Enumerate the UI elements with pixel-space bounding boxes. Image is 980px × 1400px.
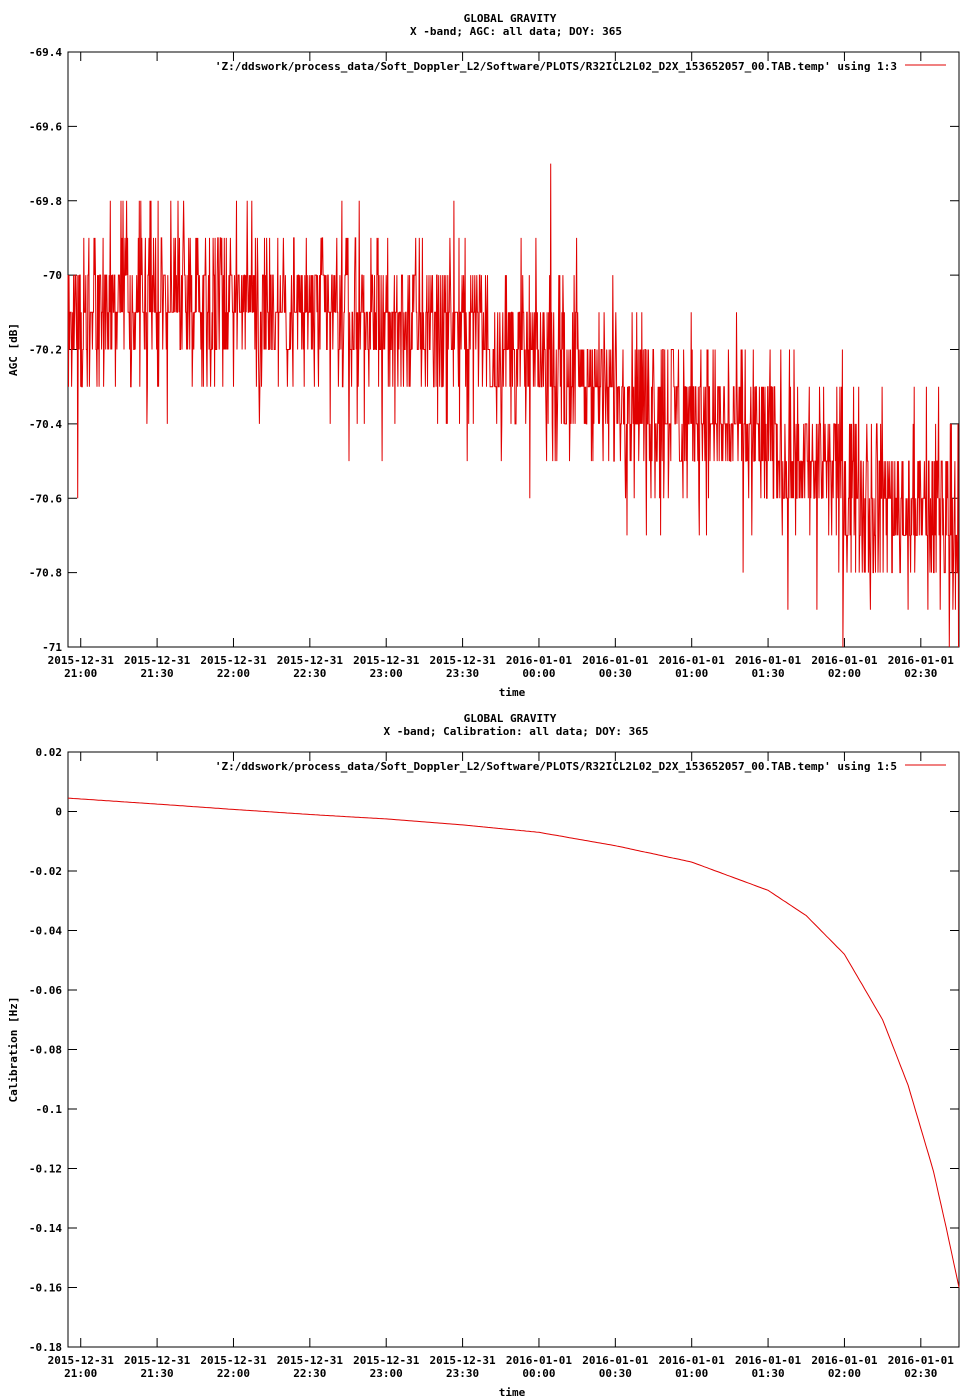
y-tick-label: -0.04: [29, 925, 62, 938]
x-tick-label-date: 2015-12-31: [277, 654, 344, 667]
x-tick-label-time: 23:30: [446, 667, 479, 680]
x-tick-label-time: 23:00: [370, 667, 403, 680]
x-tick-label-date: 2015-12-31: [48, 654, 115, 667]
y-tick-label: -0.06: [29, 984, 62, 997]
chart-subtitle: X -band; AGC: all data; DOY: 365: [410, 25, 622, 38]
y-axis-label: Calibration [Hz]: [7, 997, 20, 1103]
y-tick-label: -70.2: [29, 344, 62, 357]
x-tick-label-date: 2016-01-01: [735, 654, 802, 667]
x-tick-label-date: 2016-01-01: [582, 654, 649, 667]
chart-title: GLOBAL GRAVITY: [464, 12, 557, 25]
x-tick-label-date: 2016-01-01: [888, 654, 955, 667]
y-tick-label: -0.08: [29, 1044, 62, 1057]
y-axis-label: AGC [dB]: [7, 323, 20, 376]
x-tick-label-date: 2016-01-01: [659, 1354, 726, 1367]
x-tick-label-time: 02:30: [904, 667, 937, 680]
y-tick-label: -69.8: [29, 195, 62, 208]
y-tick-label: -70.6: [29, 492, 62, 505]
x-tick-label-time: 00:30: [599, 667, 632, 680]
x-tick-label-date: 2015-12-31: [124, 1354, 191, 1367]
x-tick-label-time: 21:30: [141, 667, 174, 680]
y-tick-label: -0.02: [29, 865, 62, 878]
x-tick-label-date: 2015-12-31: [48, 1354, 115, 1367]
legend-label: 'Z:/ddswork/process_data/Soft_Doppler_L2…: [215, 60, 897, 73]
x-tick-label-date: 2015-12-31: [353, 1354, 420, 1367]
y-tick-label: 0.02: [36, 746, 63, 759]
x-tick-label-date: 2016-01-01: [735, 1354, 802, 1367]
x-tick-label-time: 01:30: [752, 1367, 785, 1380]
x-tick-label-time: 02:00: [828, 667, 861, 680]
x-tick-label-time: 21:00: [64, 667, 97, 680]
plot-frame: [67, 751, 960, 1348]
x-tick-label-date: 2015-12-31: [200, 654, 267, 667]
x-tick-label-time: 02:00: [828, 1367, 861, 1380]
x-tick-label-time: 21:00: [64, 1367, 97, 1380]
x-tick-label-time: 22:00: [217, 667, 250, 680]
y-tick-label: -69.4: [29, 46, 62, 59]
chart-title: GLOBAL GRAVITY: [464, 712, 557, 725]
y-tick-label: -0.14: [29, 1222, 62, 1235]
x-tick-label-date: 2016-01-01: [506, 654, 573, 667]
x-tick-label-time: 00:00: [522, 667, 555, 680]
y-tick-label: 0: [55, 806, 62, 819]
y-tick-label: -70.4: [29, 418, 62, 431]
x-axis-label: time: [499, 686, 526, 699]
y-tick-label: -70: [42, 269, 62, 282]
x-tick-label-time: 21:30: [141, 1367, 174, 1380]
x-tick-label-date: 2016-01-01: [811, 1354, 878, 1367]
y-tick-label: -0.12: [29, 1163, 62, 1176]
x-tick-label-time: 22:30: [293, 667, 326, 680]
x-axis-label: time: [499, 1386, 526, 1399]
x-tick-label-time: 00:30: [599, 1367, 632, 1380]
x-tick-label-time: 01:00: [675, 1367, 708, 1380]
y-tick-label: -70.8: [29, 567, 62, 580]
x-tick-label-time: 00:00: [522, 1367, 555, 1380]
x-tick-label-time: 01:00: [675, 667, 708, 680]
x-tick-label-time: 02:30: [904, 1367, 937, 1380]
legend-label: 'Z:/ddswork/process_data/Soft_Doppler_L2…: [215, 760, 897, 773]
y-tick-label: -0.1: [36, 1103, 63, 1116]
x-tick-label-time: 22:00: [217, 1367, 250, 1380]
x-tick-label-date: 2016-01-01: [888, 1354, 955, 1367]
x-tick-label-time: 23:00: [370, 1367, 403, 1380]
y-tick-label: -0.18: [29, 1341, 62, 1354]
chart-subtitle: X -band; Calibration: all data; DOY: 365: [384, 725, 649, 738]
x-tick-label-date: 2016-01-01: [659, 654, 726, 667]
y-tick-label: -0.16: [29, 1282, 62, 1295]
y-tick-label: -71: [42, 641, 62, 654]
x-tick-label-time: 23:30: [446, 1367, 479, 1380]
x-tick-label-date: 2016-01-01: [811, 654, 878, 667]
x-tick-label-date: 2015-12-31: [429, 1354, 496, 1367]
x-tick-label-date: 2016-01-01: [582, 1354, 649, 1367]
x-tick-label-date: 2015-12-31: [353, 654, 420, 667]
series-agc-line: [67, 163, 959, 648]
x-tick-label-date: 2016-01-01: [506, 1354, 573, 1367]
x-tick-label-date: 2015-12-31: [429, 654, 496, 667]
x-tick-label-date: 2015-12-31: [124, 654, 191, 667]
x-tick-label-time: 22:30: [293, 1367, 326, 1380]
x-tick-label-date: 2015-12-31: [277, 1354, 344, 1367]
x-tick-label-date: 2015-12-31: [200, 1354, 267, 1367]
x-tick-label-time: 01:30: [752, 667, 785, 680]
series-calibration-line: [67, 797, 960, 1288]
y-tick-label: -69.6: [29, 120, 62, 133]
